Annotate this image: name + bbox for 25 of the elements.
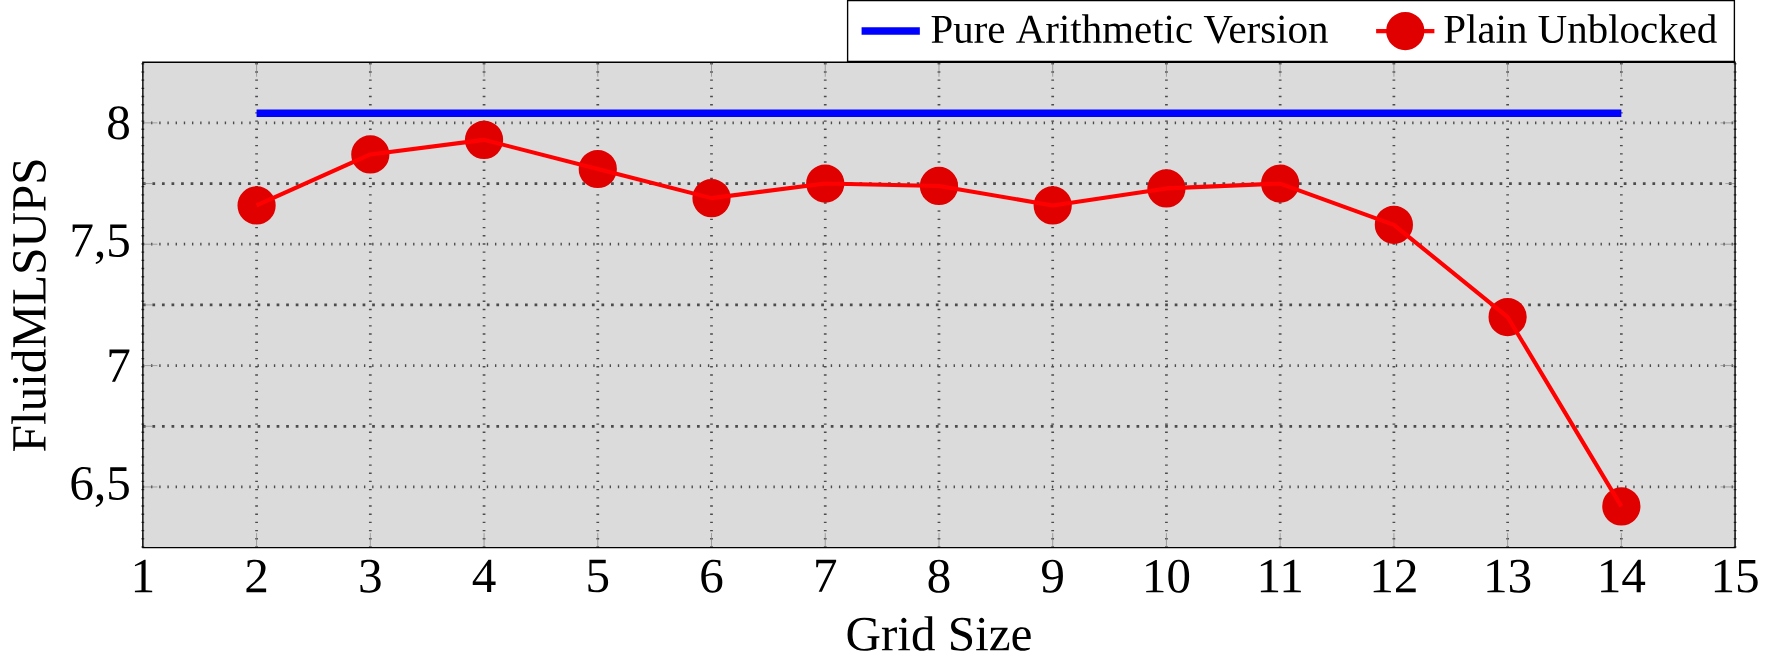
x-tick-label: 8	[928, 559, 950, 593]
x-tick-label: 10	[1146, 559, 1190, 593]
x-tick-label: 14	[1601, 559, 1646, 593]
y-tick-label: 7,5	[72, 224, 129, 264]
legend-label: Plain Unblocked	[1444, 14, 1717, 44]
x-tick-label: 5	[588, 559, 609, 593]
y-tick-label: 7	[109, 349, 130, 382]
y-tick-label: 8	[108, 106, 129, 140]
x-tick-label: 3	[360, 559, 381, 593]
x-tick-label: 9	[1042, 559, 1063, 593]
x-tick-label: 1	[134, 559, 153, 593]
x-tick-label: 13	[1487, 559, 1531, 593]
legend-label: Pure Arithmetic Version	[931, 14, 1328, 44]
x-tick-label: 15	[1714, 559, 1758, 593]
y-tick-label: 6,5	[71, 466, 129, 507]
point	[1602, 487, 1641, 526]
point	[237, 186, 276, 225]
y-axis-title: FluidMLSUPS	[11, 160, 46, 451]
x-tick-label: 11	[1260, 559, 1301, 593]
x-axis-title: Grid Size	[847, 616, 1031, 651]
x-tick-label: 6	[701, 559, 723, 593]
x-tick-label: 4	[472, 559, 496, 592]
x-tick-label: 12	[1373, 559, 1416, 593]
x-tick-label: 7	[816, 559, 837, 592]
x-tick-label: 2	[246, 559, 267, 593]
